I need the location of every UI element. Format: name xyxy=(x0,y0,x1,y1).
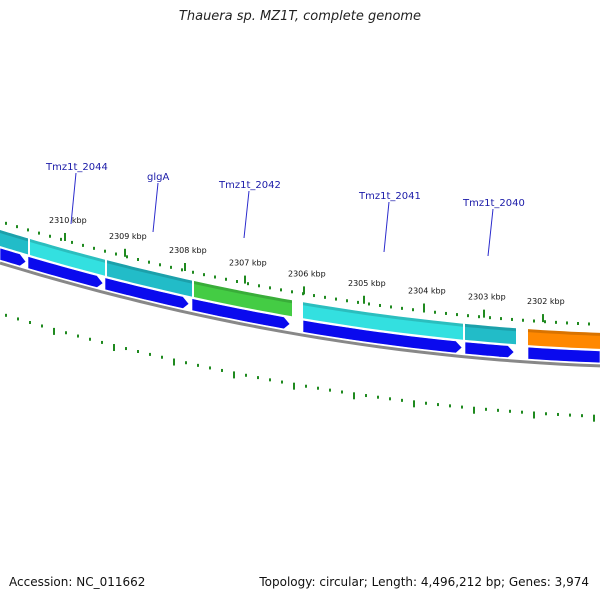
kbp-tick-labels: 2310 kbp 2309 kbp 2308 kbp 2307 kbp 2306 kbp… xyxy=(49,216,565,306)
kbp-tick-label: 2307 kbp xyxy=(229,259,267,268)
cds-arrow xyxy=(27,256,104,288)
feature-band-edge xyxy=(30,239,105,263)
feature-band xyxy=(107,260,192,297)
gene-labels: Tmz1t_2044 glgA Tmz1t_2042 Tmz1t_2041 Tmz1t_… xyxy=(45,162,525,257)
feature-band-edge xyxy=(528,329,600,336)
gene-leader-line xyxy=(487,208,494,257)
cds-arrow xyxy=(0,247,27,267)
kbp-tick-label: 2302 kbp xyxy=(527,297,565,306)
backbone-line xyxy=(0,261,600,368)
genome-summary-text: Topology: circular; Length: 4,496,212 bp… xyxy=(259,575,589,589)
gene-label[interactable]: Tmz1t_2042 xyxy=(218,180,281,191)
kbp-tick-label: 2308 kbp xyxy=(169,246,207,255)
feature-band xyxy=(194,281,292,317)
feature-band xyxy=(465,323,516,345)
cds-arrow xyxy=(527,346,600,364)
cds-arrow xyxy=(302,319,463,354)
gene-leader-line xyxy=(70,172,77,225)
kbp-tick-track xyxy=(5,221,590,326)
cds-arrow xyxy=(104,277,190,309)
gene-leader-line xyxy=(152,182,159,233)
cds-arrow xyxy=(464,341,515,358)
gene-label[interactable]: Tmz1t_2041 xyxy=(358,191,421,202)
feature-band xyxy=(0,230,28,255)
forward-cds-track xyxy=(0,247,600,364)
feature-band-edge xyxy=(303,302,463,327)
feature-band-edge xyxy=(0,230,28,242)
gene-label[interactable]: glgA xyxy=(147,172,169,183)
backbone-track xyxy=(0,261,600,368)
kbp-tick-label: 2309 kbp xyxy=(109,232,147,241)
gene-label[interactable]: Tmz1t_2040 xyxy=(462,198,525,209)
accession-text: Accession: NC_011662 xyxy=(9,575,146,589)
kbp-tick-label: 2306 kbp xyxy=(288,269,326,278)
gene-leader-line xyxy=(243,190,250,239)
cds-arrow xyxy=(191,298,291,330)
gc-skew-tick-track xyxy=(5,313,595,422)
map-title: Thauera sp. MZ1T, complete genome xyxy=(178,9,422,24)
kbp-tick-label: 2310 kbp xyxy=(49,216,87,225)
feature-band xyxy=(303,302,463,340)
kbp-tick-label: 2305 kbp xyxy=(348,279,386,288)
gene-label[interactable]: Tmz1t_2044 xyxy=(45,162,108,173)
gene-leader-line xyxy=(383,201,390,253)
feature-band-edge xyxy=(465,323,516,332)
feature-band-edge xyxy=(107,260,192,284)
feature-band-edge xyxy=(194,281,292,304)
feature-band xyxy=(30,239,105,276)
feature-track xyxy=(0,230,600,349)
kbp-tick-label: 2303 kbp xyxy=(468,293,506,302)
feature-band xyxy=(528,329,600,349)
kbp-tick-label: 2304 kbp xyxy=(408,287,446,296)
